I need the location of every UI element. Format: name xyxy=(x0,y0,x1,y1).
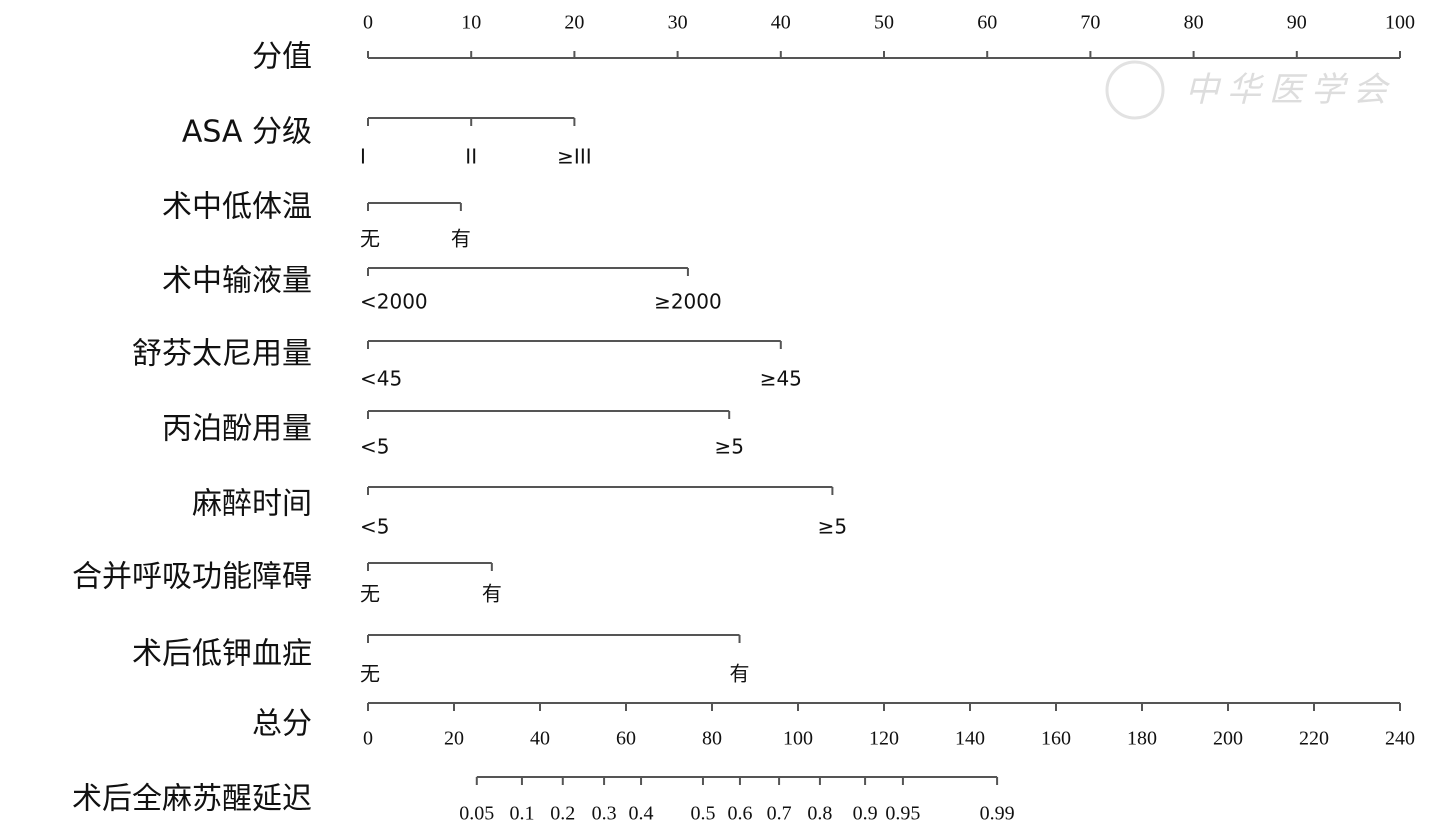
level-label: ≥5 xyxy=(818,515,847,539)
tick-label: 90 xyxy=(1287,12,1307,34)
level-label: <5 xyxy=(360,515,389,539)
watermark-logo xyxy=(1105,60,1165,120)
level-label: ≥5 xyxy=(714,435,743,459)
tick-label: 30 xyxy=(668,12,688,34)
row-label: 丙泊酚用量 xyxy=(162,412,312,447)
row-label: 麻醉时间 xyxy=(192,487,312,522)
level-label: I xyxy=(360,145,366,169)
tick-label: 0.5 xyxy=(690,803,715,825)
level-label: <45 xyxy=(360,367,402,391)
row-label: 术中输液量 xyxy=(162,264,312,299)
tick-label: 50 xyxy=(874,12,894,34)
row-label: 术后全麻苏醒延迟 xyxy=(72,782,312,817)
level-label: 有 xyxy=(730,662,750,686)
level-label: <2000 xyxy=(360,290,428,314)
level-label: 无 xyxy=(360,227,380,251)
tick-label: 160 xyxy=(1041,728,1071,750)
tick-label: 0.8 xyxy=(807,803,832,825)
tick-label: 0.2 xyxy=(550,803,575,825)
tick-label: 120 xyxy=(869,728,899,750)
tick-label: 0.7 xyxy=(767,803,792,825)
tick-label: 0.9 xyxy=(853,803,878,825)
tick-label: 0.99 xyxy=(980,803,1015,825)
row-label: 术中低体温 xyxy=(162,190,312,225)
tick-label: 0.05 xyxy=(459,803,494,825)
row-label: 分值 xyxy=(252,40,312,75)
tick-label: 40 xyxy=(530,728,550,750)
tick-label: 140 xyxy=(955,728,985,750)
tick-label: 0.4 xyxy=(629,803,654,825)
row-label: ASA 分级 xyxy=(182,115,312,150)
row-label: 总分 xyxy=(252,707,312,742)
row-label: 术后低钾血症 xyxy=(132,637,312,672)
tick-label: 70 xyxy=(1080,12,1100,34)
tick-label: 80 xyxy=(1184,12,1204,34)
tick-label: 0.3 xyxy=(592,803,617,825)
tick-label: 20 xyxy=(444,728,464,750)
level-label: 无 xyxy=(360,662,380,686)
level-label: 有 xyxy=(482,582,502,606)
tick-label: 0 xyxy=(363,728,373,750)
tick-label: 80 xyxy=(702,728,722,750)
row-label: 合并呼吸功能障碍 xyxy=(72,560,312,595)
tick-label: 20 xyxy=(564,12,584,34)
tick-label: 0 xyxy=(363,12,373,34)
tick-label: 100 xyxy=(1385,12,1415,34)
tick-label: 60 xyxy=(977,12,997,34)
tick-label: 0.95 xyxy=(885,803,920,825)
level-label: ≥III xyxy=(557,145,591,169)
tick-label: 180 xyxy=(1127,728,1157,750)
tick-label: 240 xyxy=(1385,728,1415,750)
level-label: 无 xyxy=(360,582,380,606)
level-label: ≥2000 xyxy=(654,290,722,314)
level-label: ≥45 xyxy=(760,367,802,391)
tick-label: 0.1 xyxy=(509,803,534,825)
tick-label: 40 xyxy=(771,12,791,34)
tick-label: 220 xyxy=(1299,728,1329,750)
tick-label: 100 xyxy=(783,728,813,750)
row-label: 舒芬太尼用量 xyxy=(132,337,312,372)
tick-label: 200 xyxy=(1213,728,1243,750)
tick-label: 10 xyxy=(461,12,481,34)
level-label: <5 xyxy=(360,435,389,459)
watermark: 中华医学会 xyxy=(1185,70,1395,110)
tick-label: 0.6 xyxy=(727,803,752,825)
level-label: II xyxy=(465,145,477,169)
level-label: 有 xyxy=(451,227,471,251)
tick-label: 60 xyxy=(616,728,636,750)
